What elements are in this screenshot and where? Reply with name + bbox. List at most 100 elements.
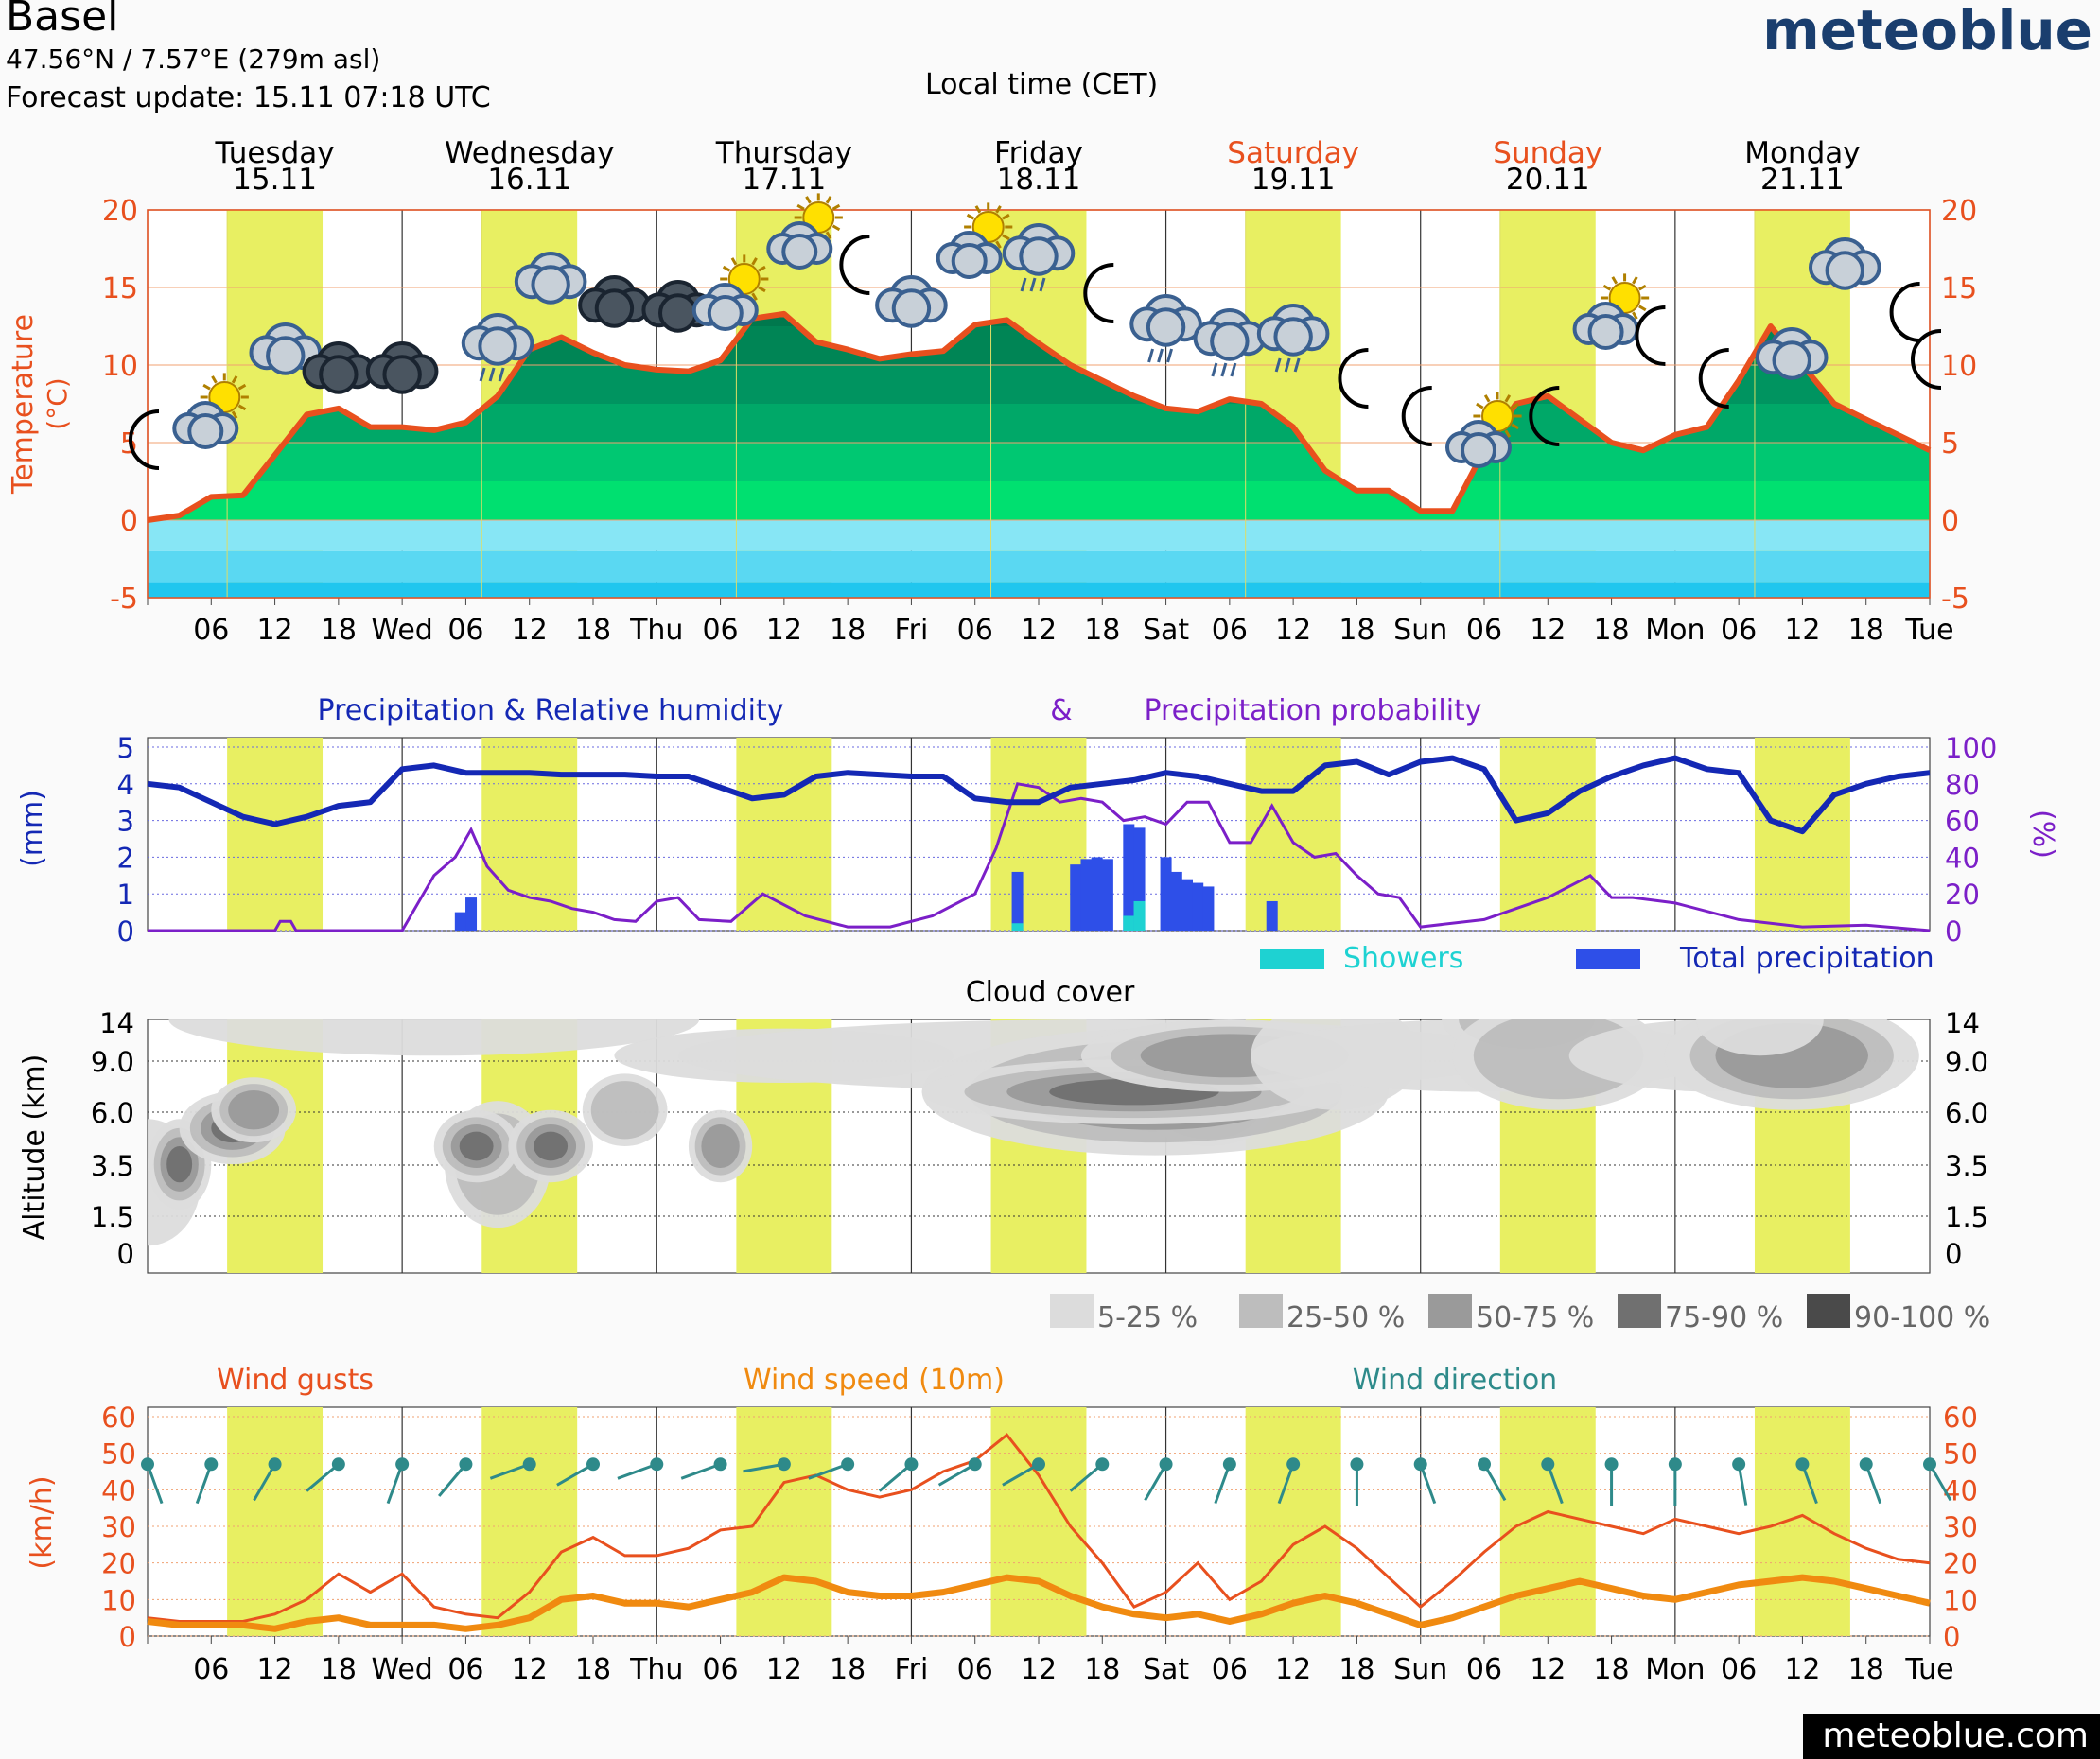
sun-ray [751, 257, 758, 266]
precip-tick-left: 3 [117, 806, 134, 838]
wind-time-label: 12 [1784, 1653, 1820, 1686]
wind-direction-dot [1923, 1457, 1936, 1472]
temp-axis-unit: (°C) [42, 377, 73, 429]
sun-ray [730, 257, 738, 266]
wind-tick-left: 20 [101, 1548, 136, 1580]
cloud-tick-right: 0 [1945, 1238, 1962, 1270]
temp-tick-right: 15 [1941, 272, 1977, 305]
sun-ray [751, 292, 758, 301]
precip-tick-right: 0 [1945, 915, 1962, 948]
cloud-puff [951, 243, 988, 279]
wind-time-label: 06 [702, 1653, 738, 1686]
cloud-legend-swatch [1807, 1294, 1850, 1328]
day-name: Tuesday [215, 136, 335, 170]
temp-time-label: 12 [256, 614, 292, 647]
precip-bar [465, 897, 478, 931]
temp-axis-label: Temperature [7, 314, 40, 495]
wind-time-label: 18 [1339, 1653, 1374, 1686]
sun-ray [722, 265, 731, 272]
wind-direction-dot [713, 1457, 727, 1472]
precip-bar [1091, 857, 1103, 931]
temp-time-label: 06 [702, 614, 738, 647]
rain-drop [488, 367, 496, 382]
wind-direction-dot [841, 1457, 855, 1472]
rain-drop [1020, 277, 1027, 292]
cloud-puff [266, 336, 306, 375]
wind-time-label: Tue [1904, 1653, 1953, 1686]
cloud-cover-blob [701, 1124, 740, 1168]
wind-daylight-band [227, 1407, 324, 1636]
temp-tick-left: 0 [120, 505, 138, 538]
temp-tick-left: -5 [110, 583, 138, 616]
footer-brand[interactable]: meteoblue.com [1803, 1714, 2100, 1759]
temp-time-label: 18 [1339, 614, 1374, 647]
temp-line [147, 310, 1932, 523]
sun-ray [231, 410, 238, 419]
wind-direction-shaft [1737, 1464, 1748, 1506]
sun-ray [1611, 276, 1619, 285]
precip-bar [1070, 864, 1082, 931]
wind-time-label: 06 [1212, 1653, 1248, 1686]
sun-ray [995, 240, 1002, 249]
wind-time-label: Sat [1143, 1653, 1189, 1686]
weather-icon [875, 275, 948, 328]
sun-ray [231, 375, 238, 384]
sun-ray [1504, 394, 1512, 403]
wind-direction-shaft [195, 1463, 213, 1505]
precip-tick-right: 40 [1945, 842, 1980, 874]
legend-label-total: Total precipitation [1679, 942, 1934, 975]
precip-bar [1170, 871, 1182, 931]
temp-time-label: 12 [512, 614, 548, 647]
shower-bar [1011, 923, 1024, 931]
temp-time-label: Thu [629, 614, 683, 647]
cloud-legend-swatch [1239, 1294, 1283, 1328]
weather-icon [1755, 327, 1829, 380]
sun-ray [825, 231, 832, 239]
cloud-puff [382, 355, 422, 394]
brand-logo[interactable]: meteoblue [1762, 0, 2092, 62]
moon-crescent [129, 409, 160, 470]
cloud-puff [658, 293, 698, 333]
temp-tick-right: 5 [1941, 427, 1959, 461]
temp-time-label: 12 [1784, 614, 1820, 647]
cloud-field [148, 1019, 1919, 1246]
temp-time-label: 18 [1848, 614, 1884, 647]
cloud-tick-left: 6.0 [91, 1097, 134, 1129]
rain-drop [1293, 357, 1301, 373]
sun-ray [1511, 402, 1519, 409]
precip-tick-left: 0 [117, 915, 134, 948]
precip-axis-label-right: (%) [2026, 810, 2059, 859]
precip-tick-right: 20 [1945, 879, 1980, 911]
wind-title-direction: Wind direction [1353, 1364, 1557, 1397]
cloud-puff [1587, 314, 1624, 350]
wind-time-label: Mon [1645, 1653, 1705, 1686]
wind-time-label: 18 [321, 1653, 357, 1686]
weather-icon [461, 313, 534, 382]
precip-bar [454, 912, 466, 931]
wind-direction-dot [1541, 1457, 1555, 1472]
cloud-tick-left: 14 [99, 1007, 134, 1039]
sun-ray [1638, 305, 1647, 312]
wind-speed-line [147, 1574, 1931, 1632]
day-date: 17.11 [742, 163, 826, 197]
wind-direction-shaft [808, 1462, 849, 1480]
wind-direction-dot [1159, 1457, 1173, 1472]
weather-icon [1256, 304, 1330, 373]
sun-ray [1002, 234, 1010, 241]
wind-direction-shaft [878, 1463, 913, 1492]
wind-direction-dot [141, 1457, 154, 1472]
precip-bar [1101, 859, 1113, 931]
wind-time-label: 18 [830, 1653, 866, 1686]
wind-direction-dot [1286, 1457, 1301, 1472]
cloud-legend-swatch [1428, 1294, 1472, 1328]
wind-direction-shaft [1277, 1463, 1295, 1505]
rain-drop [1220, 362, 1228, 377]
temp-time-label: Wed [371, 614, 432, 647]
temp-time-label: 12 [1021, 614, 1057, 647]
precip-bar [1181, 879, 1193, 931]
weather-icon [1808, 237, 1881, 290]
wind-time-label: 12 [1275, 1653, 1311, 1686]
cloud-cover-blob [1696, 1019, 1824, 1056]
weather-icon [1445, 392, 1522, 468]
rain-drop [1230, 362, 1237, 377]
